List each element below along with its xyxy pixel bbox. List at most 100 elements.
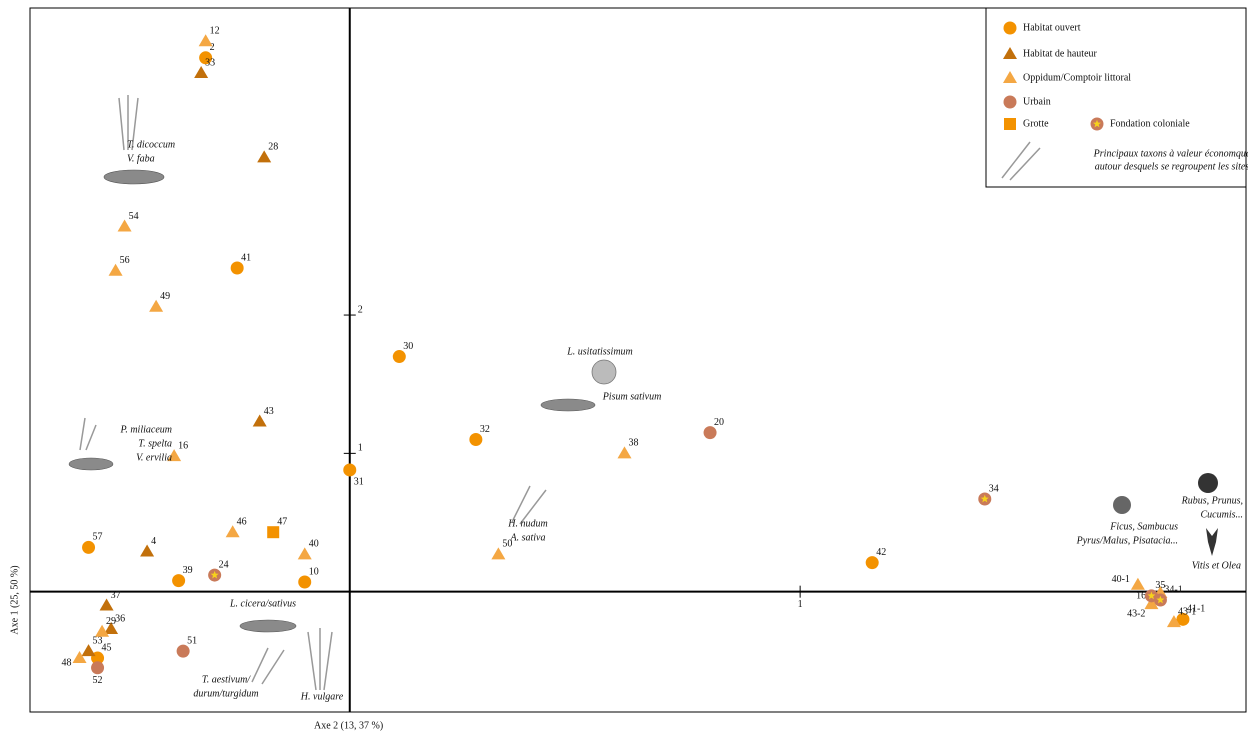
circle-marker — [469, 433, 483, 447]
star-circle-marker — [1090, 117, 1104, 131]
marker-disc — [469, 433, 483, 447]
taxon-label: durum/turgidum — [193, 688, 258, 699]
marker-star — [1093, 119, 1101, 128]
circle-marker — [199, 51, 213, 65]
point-label: 28 — [268, 142, 278, 153]
circle-marker — [865, 556, 879, 570]
point-label: 41-1 — [1187, 604, 1205, 615]
point-label: 32 — [480, 424, 490, 435]
icon-pod — [239, 619, 297, 633]
point-label: 12 — [210, 25, 220, 36]
taxon-label: Ficus, Sambucus — [1109, 521, 1178, 532]
point-label: 40-1 — [1112, 574, 1130, 585]
marker-disc — [176, 644, 190, 658]
x-tick-label: 1 — [798, 599, 803, 610]
taxon-label: Vitis et Olea — [1192, 560, 1241, 571]
marker-star — [210, 570, 219, 579]
triangle-marker — [140, 544, 155, 557]
point-label: 31 — [354, 476, 364, 487]
triangle-marker — [149, 299, 164, 312]
taxon-label: Cucumis... — [1201, 509, 1244, 520]
icon-pod — [68, 457, 114, 471]
icon-barley — [511, 485, 547, 525]
icon-fruit — [1198, 473, 1218, 493]
circle-marker — [230, 261, 244, 275]
point-label: 39 — [183, 565, 193, 576]
icon-pod — [103, 169, 165, 185]
marker-disc — [172, 574, 186, 588]
star-circle-marker — [1153, 593, 1167, 607]
point-label: 46 — [237, 516, 247, 527]
triangle-marker — [99, 598, 114, 611]
point-label: 40 — [309, 539, 319, 550]
triangle-marker — [81, 644, 96, 657]
point-label: 41 — [241, 252, 251, 263]
point-label: 16 — [178, 440, 188, 451]
marker-disc — [298, 575, 312, 589]
point-label: 10 — [309, 566, 319, 577]
taxon-label: L. cicera/sativus — [229, 598, 296, 609]
triangle-marker — [225, 525, 240, 538]
point-label: 24 — [219, 559, 229, 570]
point-label: 38 — [628, 438, 638, 449]
point-label: 45 — [102, 642, 112, 653]
point-label: 50 — [502, 539, 512, 550]
circle-marker — [82, 540, 96, 554]
point-label: 29 — [106, 616, 116, 627]
point-label: 20 — [714, 417, 724, 428]
taxon-label: V. faba — [127, 153, 155, 164]
taxon-label: H. vulgare — [300, 691, 344, 702]
taxon-label: L. usitatissimum — [566, 346, 633, 357]
triangle-marker — [72, 651, 87, 664]
point-label: 47 — [277, 516, 287, 527]
legend-box — [985, 7, 1247, 188]
icon-grape — [1206, 528, 1218, 556]
triangle-marker — [491, 547, 506, 560]
circle-marker — [1176, 612, 1190, 626]
icon-flax — [591, 359, 617, 385]
point-label: 42 — [876, 547, 886, 558]
point-label: 35 — [1155, 580, 1165, 591]
taxon-label: V. ervilia — [136, 452, 172, 463]
marker-star — [1156, 595, 1165, 604]
point-label: 54 — [129, 211, 139, 222]
taxon-label: H. nudum — [507, 518, 547, 529]
triangle-marker — [95, 624, 110, 637]
marker-disc — [703, 426, 717, 440]
x-axis-title: Axe 2 (13, 37 %) — [314, 720, 383, 731]
marker-disc — [392, 350, 406, 364]
icon-millet — [79, 417, 97, 451]
point-label: 49 — [160, 291, 170, 302]
point-label: 52 — [93, 675, 103, 686]
point-label: 33 — [205, 57, 215, 68]
circle-marker — [343, 463, 357, 477]
triangle-marker — [617, 446, 632, 459]
point-label: 48 — [62, 657, 72, 668]
marker-disc — [1003, 95, 1017, 109]
triangle-marker — [194, 66, 209, 79]
triangle-marker — [297, 547, 312, 560]
point-label: 2 — [210, 42, 215, 53]
star-circle-marker — [978, 492, 992, 506]
marker-disc — [82, 540, 96, 554]
marker-star — [980, 494, 989, 503]
circle-marker — [392, 350, 406, 364]
legend-label: Habitat de hauteur — [1023, 48, 1098, 59]
square-marker — [267, 526, 280, 539]
triangle-marker — [1003, 47, 1017, 59]
triangle-marker — [108, 263, 123, 276]
taxon-label: T. aestivum/ — [202, 674, 251, 685]
taxon-label: Rubus, Prunus, — [1181, 495, 1243, 506]
point-label: 57 — [93, 532, 103, 543]
legend-note: autour desquels se regroupent les sites — [1095, 161, 1248, 172]
legend-note: Principaux taxons à valeur économque — [1093, 148, 1248, 159]
icon-pod — [540, 398, 596, 412]
point-label: 43-1 — [1178, 606, 1196, 617]
star-circle-marker — [208, 568, 222, 582]
circle-marker — [1003, 21, 1017, 35]
point-label: 36 — [115, 613, 125, 624]
icon-barley — [307, 628, 333, 691]
legend-label: Urbain — [1023, 96, 1051, 107]
taxon-label: T. dicoccum — [127, 139, 175, 150]
